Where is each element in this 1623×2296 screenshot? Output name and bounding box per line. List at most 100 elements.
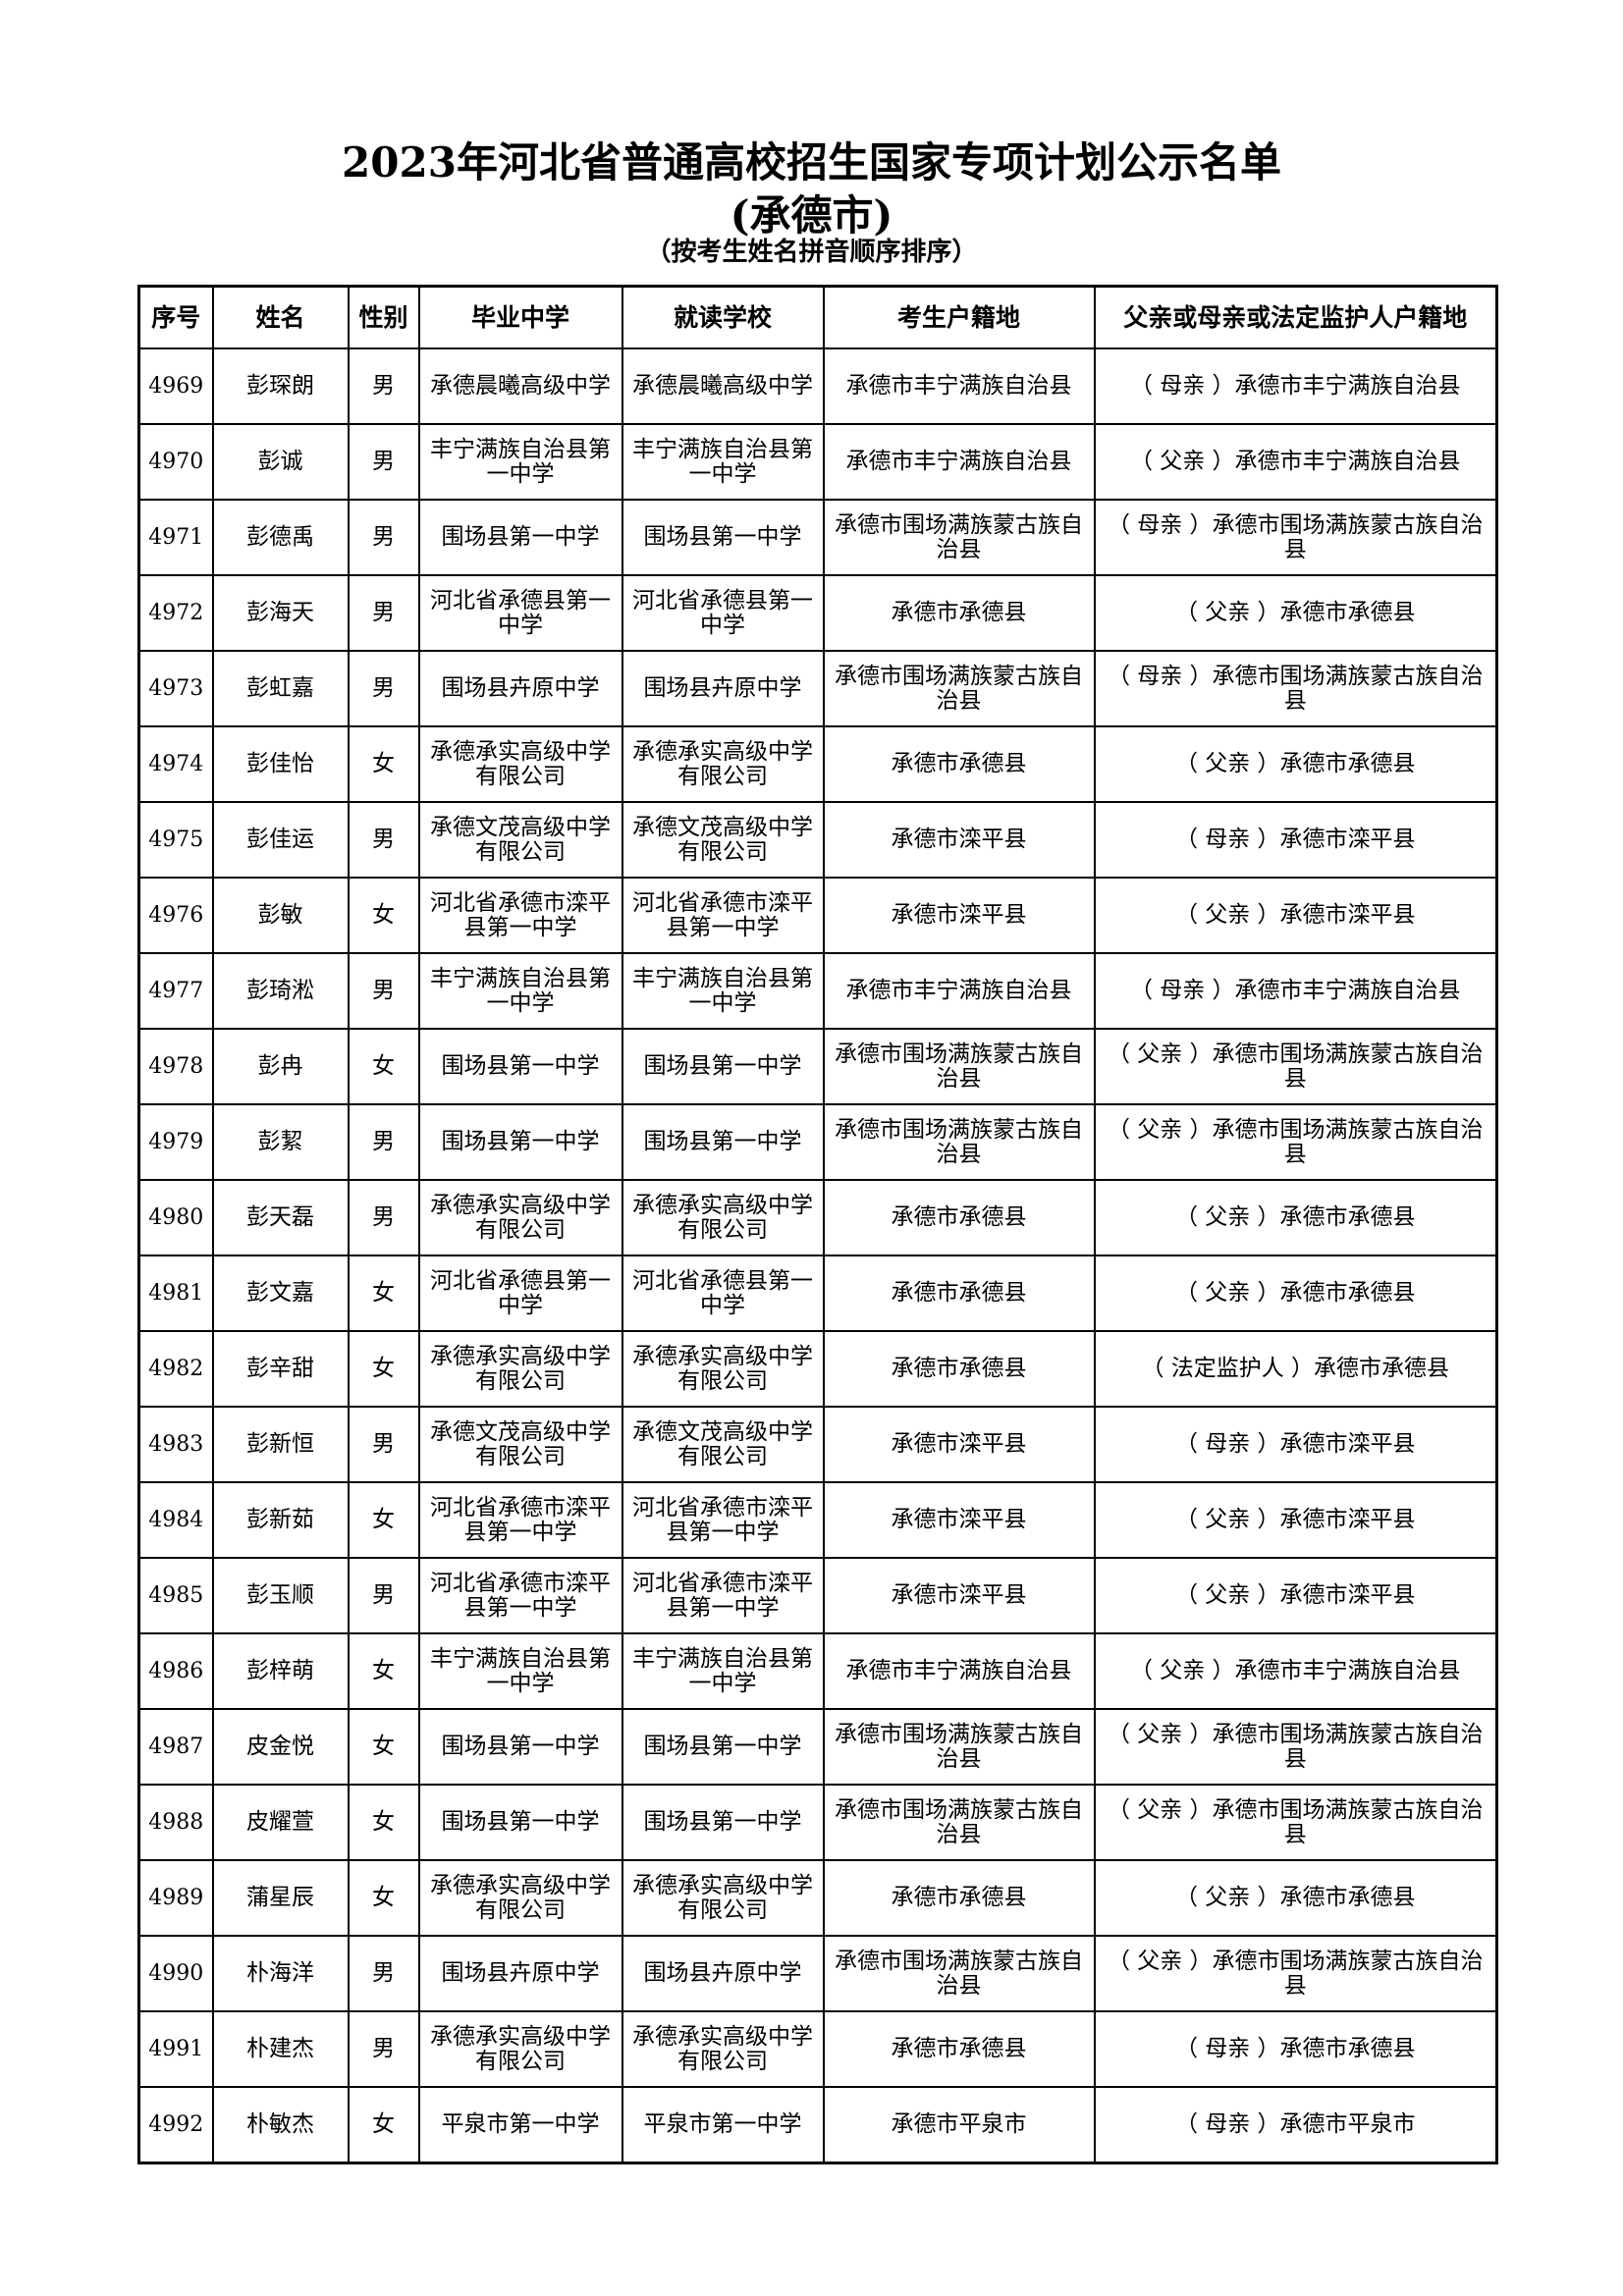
serial-number-cell: 4987 <box>137 1708 214 1786</box>
guardian-registration-cell: （ 父亲 ）承德市承德县 <box>1093 574 1498 652</box>
table-row: 4983 彭新恒男承德文茂高级中学有限公司 承德文茂高级中学有限公司 承德市滦平县（ … <box>137 1406 1498 1483</box>
current-school-cell: 承德承实高级中学有限公司 <box>621 725 825 803</box>
name-cell: 朴建杰 <box>211 2010 350 2088</box>
name-cell: 彭虹嘉 <box>211 650 350 727</box>
serial-number-cell: 4973 <box>137 650 214 727</box>
current-school-cell: 围场县第一中学 <box>621 1784 825 1861</box>
current-school-cell: 平泉市第一中学 <box>621 2086 825 2164</box>
graduated-school-cell: 围场县第一中学 <box>417 1028 623 1105</box>
guardian-registration-cell: （ 父亲 ）承德市滦平县 <box>1093 877 1498 954</box>
table-row: 4970 彭诚男丰宁满族自治县第一中学 丰宁满族自治县第一中学 承德市丰宁满族自治县（… <box>137 423 1498 501</box>
graduated-school-cell: 围场县第一中学 <box>417 499 623 576</box>
serial-number-cell: 4982 <box>137 1330 214 1408</box>
guardian-registration-cell: （ 父亲 ）承德市承德县 <box>1093 725 1498 803</box>
graduated-school-cell: 承德文茂高级中学有限公司 <box>417 1406 623 1483</box>
current-school-cell: 围场县卉原中学 <box>621 650 825 727</box>
gender-cell: 女 <box>347 1255 420 1332</box>
column-header: 父亲或母亲或法定监护人户籍地 <box>1093 285 1498 349</box>
gender-cell: 女 <box>347 877 420 954</box>
household-registration-cell: 承德市滦平县 <box>822 877 1096 954</box>
household-registration-cell: 承德市围场满族蒙古族自治县 <box>822 1784 1096 1861</box>
graduated-school-cell: 承德晨曦高级中学 <box>417 347 623 425</box>
serial-number-cell: 4990 <box>137 1935 214 2012</box>
name-cell: 彭天磊 <box>211 1179 350 1256</box>
graduated-school-cell: 围场县第一中学 <box>417 1784 623 1861</box>
graduated-school-cell: 围场县卉原中学 <box>417 650 623 727</box>
table-row: 4977 彭琦淞男丰宁满族自治县第一中学 丰宁满族自治县第一中学 承德市丰宁满族自治县… <box>137 952 1498 1030</box>
household-registration-cell: 承德市滦平县 <box>822 1406 1096 1483</box>
current-school-cell: 丰宁满族自治县第一中学 <box>621 1632 825 1710</box>
current-school-cell: 丰宁满族自治县第一中学 <box>621 952 825 1030</box>
guardian-registration-cell: （ 父亲 ）承德市围场满族蒙古族自治县 <box>1093 1028 1498 1105</box>
serial-number-cell: 4979 <box>137 1103 214 1181</box>
serial-number-cell: 4989 <box>137 1859 214 1937</box>
document-sort-note: （按考生姓名拼音顺序排序） <box>645 238 978 267</box>
current-school-cell: 围场县第一中学 <box>621 499 825 576</box>
current-school-cell: 河北省承德市滦平县第一中学 <box>621 1557 825 1634</box>
table-row: 4973 彭虹嘉男围场县卉原中学 围场县卉原中学 承德市围场满族蒙古族自治县（ 母亲 … <box>137 650 1498 727</box>
serial-number-cell: 4970 <box>137 423 214 501</box>
graduated-school-cell: 围场县卉原中学 <box>417 1935 623 2012</box>
name-cell: 彭敏 <box>211 877 350 954</box>
graduated-school-cell: 承德承实高级中学有限公司 <box>417 2010 623 2088</box>
table-row: 4975 彭佳运男承德文茂高级中学有限公司 承德文茂高级中学有限公司 承德市滦平县（ … <box>137 801 1498 879</box>
graduated-school-cell: 河北省承德县第一中学 <box>417 1255 623 1332</box>
guardian-registration-cell: （ 母亲 ）承德市承德县 <box>1093 2010 1498 2088</box>
serial-number-cell: 4974 <box>137 725 214 803</box>
current-school-cell: 河北省承德市滦平县第一中学 <box>621 877 825 954</box>
current-school-cell: 承德文茂高级中学有限公司 <box>621 1406 825 1483</box>
gender-cell: 男 <box>347 347 420 425</box>
serial-number-cell: 4972 <box>137 574 214 652</box>
name-cell: 彭新茹 <box>211 1481 350 1559</box>
table-row: 4981 彭文嘉女河北省承德县第一中学 河北省承德县第一中学 承德市承德县（ 父亲 ）… <box>137 1255 1498 1332</box>
name-cell: 彭琛朗 <box>211 347 350 425</box>
gender-cell: 男 <box>347 801 420 879</box>
guardian-registration-cell: （ 父亲 ）承德市承德县 <box>1093 1179 1498 1256</box>
graduated-school-cell: 围场县第一中学 <box>417 1103 623 1181</box>
gender-cell: 女 <box>347 1028 420 1105</box>
graduated-school-cell: 平泉市第一中学 <box>417 2086 623 2164</box>
serial-number-cell: 4986 <box>137 1632 214 1710</box>
guardian-registration-cell: （ 父亲 ）承德市丰宁满族自治县 <box>1093 423 1498 501</box>
guardian-registration-cell: （ 父亲 ）承德市承德县 <box>1093 1859 1498 1937</box>
household-registration-cell: 承德市围场满族蒙古族自治县 <box>822 650 1096 727</box>
name-cell: 皮金悦 <box>211 1708 350 1786</box>
current-school-cell: 丰宁满族自治县第一中学 <box>621 423 825 501</box>
name-cell: 彭文嘉 <box>211 1255 350 1332</box>
graduated-school-cell: 河北省承德市滦平县第一中学 <box>417 1481 623 1559</box>
current-school-cell: 围场县第一中学 <box>621 1103 825 1181</box>
serial-number-cell: 4980 <box>137 1179 214 1256</box>
table-row: 4979 彭絜男围场县第一中学 围场县第一中学 承德市围场满族蒙古族自治县（ 父亲 ）… <box>137 1103 1498 1181</box>
serial-number-cell: 4969 <box>137 347 214 425</box>
graduated-school-cell: 围场县第一中学 <box>417 1708 623 1786</box>
graduated-school-cell: 承德文茂高级中学有限公司 <box>417 801 623 879</box>
current-school-cell: 承德承实高级中学有限公司 <box>621 1859 825 1937</box>
household-registration-cell: 承德市承德县 <box>822 1255 1096 1332</box>
name-cell: 彭佳运 <box>211 801 350 879</box>
column-header: 姓名 <box>211 285 350 349</box>
graduated-school-cell: 丰宁满族自治县第一中学 <box>417 423 623 501</box>
column-header: 就读学校 <box>621 285 825 349</box>
current-school-cell: 承德承实高级中学有限公司 <box>621 1330 825 1408</box>
gender-cell: 男 <box>347 423 420 501</box>
graduated-school-cell: 承德承实高级中学有限公司 <box>417 1330 623 1408</box>
table-row: 4987 皮金悦女围场县第一中学 围场县第一中学 承德市围场满族蒙古族自治县（ 父亲 … <box>137 1708 1498 1786</box>
graduated-school-cell: 承德承实高级中学有限公司 <box>417 1179 623 1256</box>
household-registration-cell: 承德市围场满族蒙古族自治县 <box>822 1028 1096 1105</box>
table-row: 4989 蒲星辰女承德承实高级中学有限公司 承德承实高级中学有限公司 承德市承德县（ … <box>137 1859 1498 1937</box>
household-registration-cell: 承德市丰宁满族自治县 <box>822 1632 1096 1710</box>
column-header: 性别 <box>347 285 420 349</box>
serial-number-cell: 4984 <box>137 1481 214 1559</box>
guardian-registration-cell: （ 父亲 ）承德市围场满族蒙古族自治县 <box>1093 1708 1498 1786</box>
table-row: 4980 彭天磊男承德承实高级中学有限公司 承德承实高级中学有限公司 承德市承德县（ … <box>137 1179 1498 1256</box>
column-header: 序号 <box>137 285 214 349</box>
guardian-registration-cell: （ 父亲 ）承德市围场满族蒙古族自治县 <box>1093 1935 1498 2012</box>
household-registration-cell: 承德市滦平县 <box>822 1481 1096 1559</box>
serial-number-cell: 4981 <box>137 1255 214 1332</box>
table-row: 4985 彭玉顺男河北省承德市滦平县第一中学 河北省承德市滦平县第一中学 承德市滦平县… <box>137 1557 1498 1634</box>
guardian-registration-cell: （ 母亲 ）承德市围场满族蒙古族自治县 <box>1093 650 1498 727</box>
column-header: 考生户籍地 <box>822 285 1096 349</box>
household-registration-cell: 承德市丰宁满族自治县 <box>822 347 1096 425</box>
serial-number-cell: 4985 <box>137 1557 214 1634</box>
household-registration-cell: 承德市围场满族蒙古族自治县 <box>822 1708 1096 1786</box>
